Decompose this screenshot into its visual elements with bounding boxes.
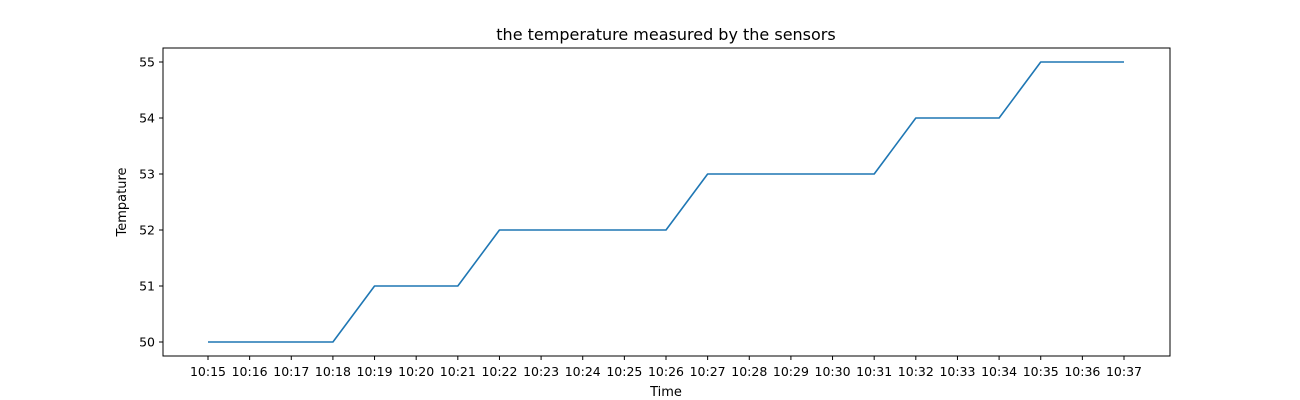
- x-tick-label: 10:35: [1023, 364, 1059, 379]
- x-tick-label: 10:18: [315, 364, 351, 379]
- x-tick-label: 10:22: [481, 364, 517, 379]
- x-tick-label: 10:27: [690, 364, 726, 379]
- y-tick-label: 51: [139, 279, 155, 294]
- x-tick-label: 10:32: [898, 364, 934, 379]
- x-tick-label: 10:25: [606, 364, 642, 379]
- x-tick-label: 10:28: [731, 364, 767, 379]
- x-tick-label: 10:26: [648, 364, 684, 379]
- series-layer: [208, 61, 1124, 343]
- x-tick-label: 10:23: [523, 364, 559, 379]
- x-tick-label: 10:19: [357, 364, 393, 379]
- chart-title: the temperature measured by the sensors: [496, 25, 835, 44]
- x-tick-label: 10:30: [815, 364, 851, 379]
- y-axis-label: Tempature: [115, 167, 130, 237]
- x-tick-label: 10:36: [1064, 364, 1100, 379]
- series-line: [208, 61, 1124, 343]
- x-tick-label: 10:16: [232, 364, 268, 379]
- y-tick-label: 53: [139, 167, 155, 182]
- x-tick-label: 10:21: [440, 364, 476, 379]
- x-axis: 10:15 10:16 10:17 10:18 10:19 10:20 10:21 10:22…: [190, 356, 1142, 379]
- x-tick-label: 10:15: [190, 364, 226, 379]
- y-tick-label: 54: [139, 111, 155, 126]
- y-tick-label: 55: [139, 55, 155, 70]
- y-tick-label: 52: [139, 223, 155, 238]
- x-tick-label: 10:20: [398, 364, 434, 379]
- x-tick-label: 10:34: [981, 364, 1017, 379]
- x-axis-label: Time: [649, 385, 682, 400]
- x-tick-label: 10:31: [856, 364, 892, 379]
- x-tick-label: 10:17: [273, 364, 309, 379]
- x-tick-label: 10:37: [1106, 364, 1142, 379]
- x-tick-label: 10:29: [773, 364, 809, 379]
- y-tick-label: 50: [139, 335, 155, 350]
- x-tick-label: 10:33: [939, 364, 975, 379]
- y-axis: 50 51 52 53 54 55: [139, 55, 163, 350]
- x-tick-label: 10:24: [565, 364, 601, 379]
- plot-area: [162, 47, 1171, 357]
